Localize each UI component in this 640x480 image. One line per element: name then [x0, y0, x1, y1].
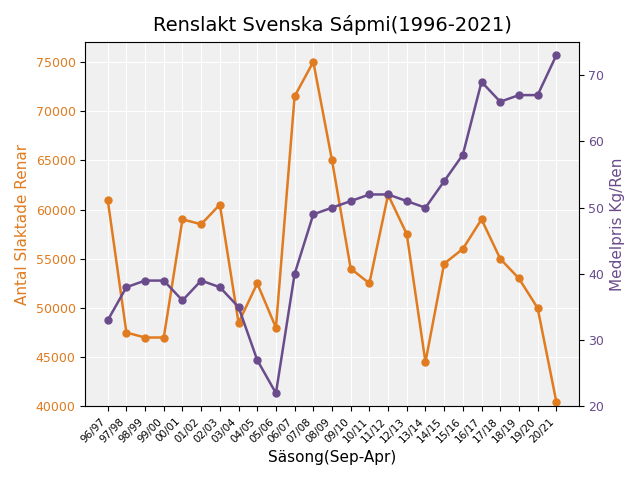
Y-axis label: Antal Slaktade Renar: Antal Slaktade Renar	[15, 144, 30, 305]
X-axis label: Säsong(Sep-Apr): Säsong(Sep-Apr)	[268, 450, 396, 465]
Y-axis label: Medelpris Kg/Ren: Medelpris Kg/Ren	[610, 157, 625, 291]
Title: Renslakt Svenska Sápmi(1996-2021): Renslakt Svenska Sápmi(1996-2021)	[152, 15, 511, 35]
